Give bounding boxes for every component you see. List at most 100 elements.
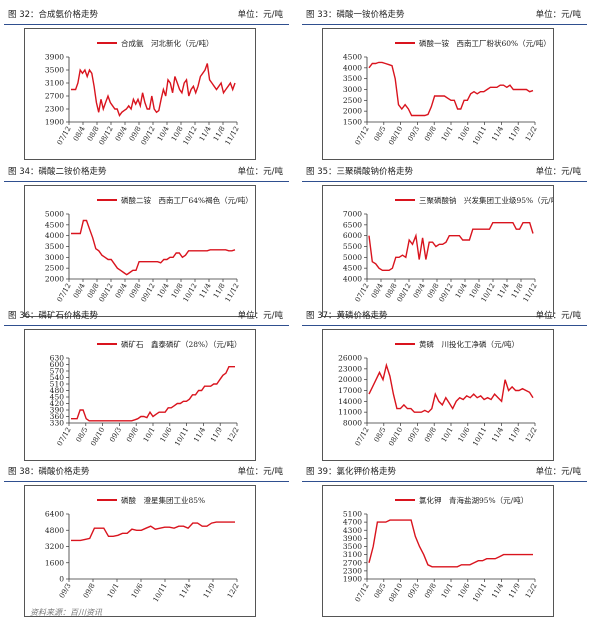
line-chart: 三聚磷酸钠 兴发集团工业级95%（元/吨） 4000 4500 5000 5500 600… (343, 195, 566, 303)
x-tick-label: 11/4 (490, 426, 505, 444)
x-tick-label: 10/6 (457, 582, 472, 600)
x-tick-label: 11/12 (522, 282, 539, 303)
x-tick-label: 11/4 (490, 125, 505, 143)
y-tick-label: 11000 (338, 408, 362, 417)
legend-label: 磷酸 澄星集团工业85% (121, 495, 205, 505)
x-tick-label: 09/4 (114, 282, 129, 300)
y-tick-label: 420 (50, 399, 65, 408)
x-tick-label: 07/12 (56, 125, 73, 146)
panel-unit: 单位：元/吨 (237, 10, 283, 20)
line-chart: 磷矿石 鑫泰磷矿（28%）（元/吨）3303603904204504805105… (50, 339, 242, 447)
series-line (71, 219, 236, 276)
x-tick-label: 08/5 (75, 426, 90, 444)
x-tick-label: 09/3 (108, 426, 123, 444)
chart-frame: 三聚磷酸钠 兴发集团工业级95%（元/吨） 4000 4500 5000 5500 600… (322, 185, 566, 317)
x-tick-label: 10/4 (156, 282, 171, 300)
x-tick-label: 10/11 (152, 582, 169, 603)
x-tick-label: 10/1 (106, 582, 121, 600)
chart-area: 氯化钾 青海盐湖95%（元/吨） 1900 2300 2700 3100 3500 3900… (302, 485, 587, 618)
y-tick-label: 3500 (343, 542, 362, 551)
y-tick-label: 4300 (343, 526, 362, 535)
panel-header: 图 36：磷矿石价格走势 单位：元/吨 (4, 307, 289, 326)
line-chart: 磷酸二铵 西南工厂64%褐色（元/吨） 2000 2500 3000 3500 4000 4… (45, 195, 253, 303)
chart-area: 合成氨 河北新化（元/吨） 1900 2300 2700 3100 3500 3900 07/… (4, 28, 289, 161)
x-tick-label: 10/11 (471, 582, 488, 603)
y-tick-label: 23000 (338, 364, 362, 373)
x-tick-label: 12/2 (226, 426, 241, 444)
y-tick-label: 3200 (45, 542, 64, 551)
x-tick-label: 09/8 (82, 582, 97, 600)
y-tick-label: 2000 (45, 275, 64, 284)
x-tick-label: 10/1 (440, 582, 455, 600)
x-tick-label: 10/6 (130, 582, 145, 600)
y-tick-label: 4800 (45, 526, 64, 535)
x-tick-label: 10/12 (182, 282, 199, 303)
legend-label: 磷酸二铵 西南工厂64%褐色（元/吨） (121, 195, 253, 205)
y-tick-label: 600 (50, 360, 65, 369)
line-chart: 磷酸 澄星集团工业85% 0 1600 3200 4800 6400 09/3 09/8 10/… (45, 495, 241, 603)
x-tick-label: 09/8 (423, 125, 438, 143)
x-tick-label: 09/3 (58, 582, 73, 600)
legend-label: 磷矿石 鑫泰磷矿（28%）（元/吨） (121, 339, 241, 349)
y-tick-label: 20000 (338, 375, 362, 384)
x-tick-label: 09/12 (438, 282, 455, 303)
legend-label: 氯化钾 青海盐湖95%（元/吨） (419, 495, 528, 505)
panel-header: 图 39：氯化钾价格走势 单位：元/吨 (302, 463, 587, 482)
line-chart: 黄磷 川投化工净磷（元/吨） 8000 11000 14000 17000 20000 23… (338, 339, 539, 447)
x-tick-label: 09/3 (406, 582, 421, 600)
x-tick-label: 08/10 (387, 582, 404, 603)
panel-header: 图 37：黄磷价格走势 单位：元/吨 (302, 307, 587, 326)
x-tick-label: 07/12 (354, 582, 371, 603)
x-tick-label: 08/10 (387, 426, 404, 447)
chart-area: 三聚磷酸钠 兴发集团工业级95%（元/吨） 4000 4500 5000 5500 600… (302, 185, 587, 318)
y-tick-label: 540 (50, 373, 65, 382)
series-line (368, 362, 534, 414)
x-tick-label: 08/12 (98, 282, 115, 303)
x-tick-label: 08/4 (72, 282, 87, 300)
series-line (71, 521, 235, 542)
y-tick-label: 2300 (343, 566, 362, 575)
y-tick-label: 5000 (343, 253, 362, 262)
x-tick-label: 08/12 (98, 125, 115, 146)
line-chart: 合成氨 河北新化（元/吨） 1900 2300 2700 3100 3500 3900 07/… (45, 38, 241, 146)
y-tick-label: 6400 (45, 510, 64, 519)
panel-unit: 单位：元/吨 (237, 167, 283, 177)
x-tick-label: 11/4 (198, 125, 213, 143)
y-tick-label: 630 (50, 354, 65, 363)
panel-title: 图 36：磷矿石价格走势 (8, 311, 99, 321)
panel-unit: 单位：元/吨 (237, 311, 283, 321)
y-tick-label: 4700 (343, 518, 362, 527)
x-tick-label: 10/1 (142, 426, 157, 444)
panel-title: 图 37：黄磷价格走势 (306, 311, 388, 321)
x-tick-label: 09/3 (406, 125, 421, 143)
x-tick-label: 11/4 (496, 282, 511, 300)
x-tick-label: 11/4 (192, 426, 207, 444)
x-tick-label: 10/1 (440, 426, 455, 444)
chart-frame: 黄磷 川投化工净磷（元/吨） 8000 11000 14000 17000 20000 23… (322, 329, 554, 461)
panel-title: 图 34：磷酸二铵价格走势 (8, 167, 107, 177)
y-tick-label: 330 (50, 419, 65, 428)
panel-title: 图 35：三聚磷酸钠价格走势 (306, 167, 414, 177)
x-tick-label: 11/12 (224, 282, 241, 303)
x-tick-label: 09/8 (423, 582, 438, 600)
y-tick-label: 3900 (343, 534, 362, 543)
y-tick-label: 1600 (45, 558, 64, 567)
y-tick-label: 1500 (343, 118, 362, 127)
panel-unit: 单位：元/吨 (535, 467, 581, 477)
series-line (368, 61, 534, 117)
x-tick-label: 08/4 (370, 282, 385, 300)
y-tick-label: 2500 (343, 96, 362, 105)
y-tick-label: 5100 (343, 510, 362, 519)
x-tick-label: 10/11 (471, 426, 488, 447)
x-tick-label: 09/8 (423, 426, 438, 444)
panel-header: 图 33：磷酸一铵价格走势 单位：元/吨 (302, 6, 587, 25)
x-tick-label: 07/12 (354, 125, 371, 146)
x-tick-label: 11/9 (507, 582, 522, 600)
x-tick-label: 10/6 (457, 125, 472, 143)
y-tick-label: 2700 (45, 92, 64, 101)
x-tick-label: 07/12 (56, 282, 73, 303)
panel-title: 图 32：合成氨价格走势 (8, 10, 99, 20)
x-tick-label: 12/2 (524, 426, 539, 444)
panel-title: 图 33：磷酸一铵价格走势 (306, 10, 405, 20)
line-chart: 氯化钾 青海盐湖95%（元/吨） 190023002700310035003900… (343, 495, 539, 603)
